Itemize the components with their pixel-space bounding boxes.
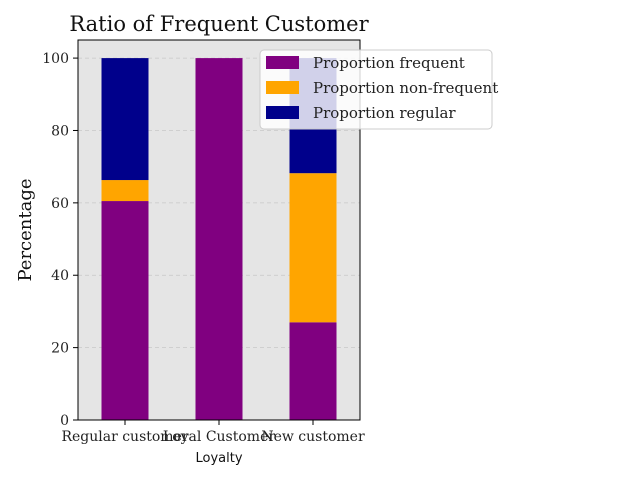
legend-label: Proportion regular (313, 104, 456, 122)
chart-title: Ratio of Frequent Customer (69, 12, 369, 36)
bars (101, 58, 337, 420)
x-tick-label: New customer (261, 429, 365, 445)
y-tick-label: 0 (60, 413, 69, 429)
y-axis-label: Percentage (15, 178, 36, 281)
x-tick-label: Regular customer (61, 429, 188, 445)
y-tick-label: 80 (51, 123, 69, 139)
bar-segment (289, 322, 337, 420)
bar-segment (101, 201, 149, 420)
y-tick-label: 100 (42, 51, 69, 67)
legend-label: Proportion non-frequent (313, 79, 498, 97)
y-axis: 0 20 40 60 80 100 (42, 51, 78, 429)
legend-swatch (266, 106, 299, 119)
bar-segment (195, 58, 243, 420)
legend-swatch (266, 56, 299, 69)
x-axis-label: Loyalty (195, 451, 242, 466)
y-tick-label: 20 (51, 341, 69, 357)
bar-segment (101, 180, 149, 202)
legend-box (259, 49, 493, 130)
legend-label: Proportion frequent (313, 54, 465, 72)
legend-swatch (266, 81, 299, 94)
bar-segment (289, 173, 337, 323)
x-tick-label: Loyal Customer (163, 429, 275, 445)
bar-segment (101, 58, 149, 181)
legend: Proportion frequent Proportion non-freque… (259, 49, 498, 130)
y-tick-label: 40 (51, 268, 69, 284)
y-tick-label: 60 (51, 196, 69, 212)
